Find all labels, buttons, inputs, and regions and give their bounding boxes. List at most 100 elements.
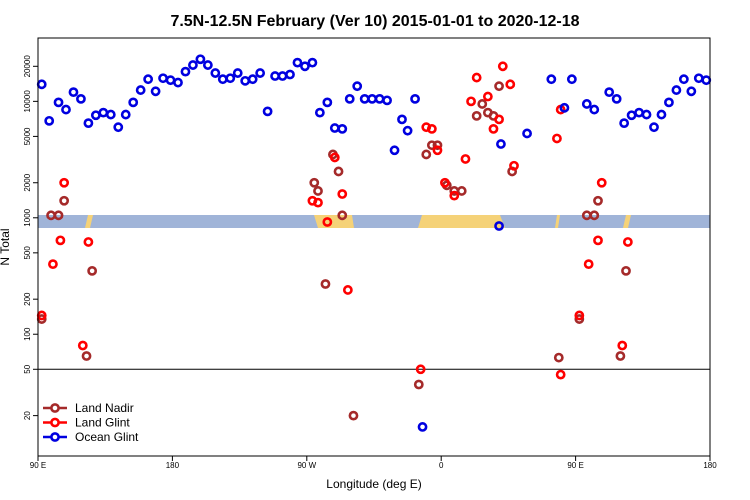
data-point [410, 93, 420, 104]
data-point [81, 351, 92, 361]
y-tick-label: 100 [23, 327, 32, 341]
x-axis-label: Longitude (deg E) [326, 477, 421, 491]
data-point [664, 97, 674, 108]
data-point [44, 115, 55, 126]
data-point [417, 422, 428, 432]
data-point [59, 177, 70, 188]
data-point [158, 73, 168, 84]
data-point [426, 140, 437, 151]
data-points [36, 54, 712, 432]
data-point [202, 60, 213, 70]
data-point [581, 99, 592, 109]
data-point [432, 140, 443, 151]
data-point [68, 87, 79, 98]
data-point [553, 352, 564, 363]
data-point [574, 314, 585, 324]
data-point [509, 160, 519, 171]
data-point [426, 123, 437, 134]
legend-marker [50, 432, 60, 442]
data-point [344, 93, 355, 104]
data-point [173, 77, 183, 88]
data-point [320, 279, 331, 289]
data-point [649, 122, 659, 133]
data-point [389, 145, 400, 156]
data-point [546, 74, 557, 85]
y-tick-label: 1000 [23, 208, 32, 226]
data-point [322, 217, 333, 227]
x-tick-label: 90 W [297, 461, 316, 470]
data-point [626, 110, 637, 121]
y-tick-label: 10000 [23, 90, 32, 113]
land-band-asia-mid [555, 215, 560, 228]
y-tick-label: 50 [23, 364, 32, 373]
data-point [300, 61, 310, 72]
data-point [574, 310, 585, 321]
data-point [555, 369, 566, 380]
data-point [313, 197, 323, 208]
data-point [678, 74, 689, 85]
data-point [314, 107, 325, 118]
y-axis-label: N Total [0, 228, 12, 265]
data-point [701, 75, 712, 86]
series-land-glint [36, 61, 633, 380]
y-tick-label: 200 [23, 292, 32, 306]
data-point [494, 221, 504, 231]
data-point [413, 379, 424, 390]
data-point [494, 81, 504, 92]
data-point [693, 73, 704, 84]
data-point [53, 97, 64, 108]
data-point [496, 139, 506, 149]
data-point [619, 118, 630, 129]
data-point [621, 265, 631, 276]
data-point [615, 351, 626, 361]
data-point [456, 186, 467, 196]
data-point [98, 107, 109, 118]
data-point [348, 410, 359, 421]
data-point [460, 154, 471, 164]
land-band-asia-left [85, 215, 93, 228]
data-point [313, 186, 323, 196]
y-tick-label: 5000 [23, 127, 32, 145]
data-point [471, 72, 482, 83]
data-point [329, 152, 340, 163]
data-point [255, 68, 266, 78]
data-point [641, 109, 652, 120]
data-point [217, 74, 228, 85]
y-tick-label: 500 [23, 246, 32, 260]
x-axis: 90 E 180 90 W 0 90 E 180 [30, 456, 717, 470]
data-point [522, 128, 532, 139]
data-point [686, 86, 697, 97]
data-point [466, 96, 476, 107]
data-point [415, 364, 426, 375]
plot-frame [37, 37, 711, 457]
data-point [90, 110, 101, 121]
land-band-asia-right [623, 215, 631, 228]
ocean-band [38, 215, 710, 228]
data-point [622, 237, 633, 247]
series-land-nadir [36, 81, 631, 421]
data-point [596, 177, 607, 188]
data-point [337, 189, 348, 199]
y-tick-label: 20 [23, 411, 32, 420]
data-point [270, 71, 280, 81]
data-point [604, 87, 615, 98]
data-point [55, 235, 66, 246]
data-point [165, 75, 176, 86]
data-point [440, 177, 450, 188]
data-point [87, 265, 98, 276]
legend-marker [50, 403, 60, 413]
data-point [559, 102, 570, 113]
data-point [120, 109, 131, 120]
data-point [128, 97, 139, 108]
data-point [76, 93, 86, 104]
data-point [397, 114, 407, 125]
land-band-africa [418, 215, 505, 228]
y-tick-label: 20000 [23, 55, 32, 78]
data-point [195, 54, 206, 65]
data-point [337, 123, 348, 134]
data-point [240, 75, 251, 86]
y-axis: 20 50 100 200 500 1000 2000 5000 10000 20000 [23, 55, 38, 420]
surface-band [38, 215, 710, 228]
data-point [432, 145, 443, 156]
